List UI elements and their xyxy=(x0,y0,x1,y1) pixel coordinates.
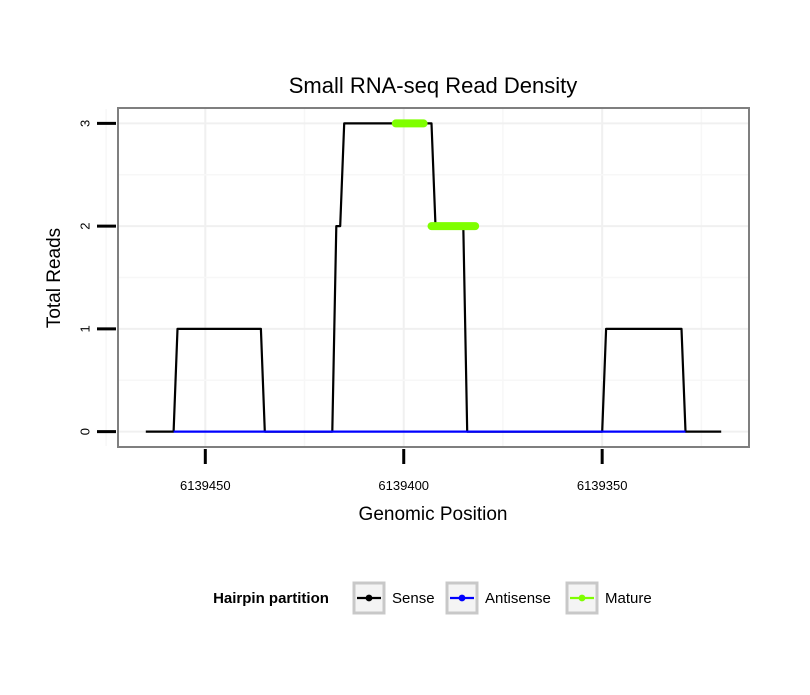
legend-label: Antisense xyxy=(485,590,551,607)
y-axis-label: Total Reads xyxy=(44,228,65,328)
legend-title: Hairpin partition xyxy=(213,590,329,607)
legend-key-point xyxy=(365,594,373,602)
y-tick-label: 1 xyxy=(77,325,92,332)
legend-key-point xyxy=(578,594,586,602)
y-tick-label: 3 xyxy=(77,120,92,127)
data-series xyxy=(145,119,722,433)
y-tick-label: 0 xyxy=(77,428,92,435)
axes: 6139450 6139400 6139350 0 1 2 3 xyxy=(77,120,627,493)
legend-label: Mature xyxy=(605,590,652,607)
x-axis-label: Genomic Position xyxy=(359,504,508,525)
x-tick-label: 6139450 xyxy=(180,478,231,493)
y-tick-label: 2 xyxy=(77,223,92,230)
x-tick-label: 6139350 xyxy=(577,478,628,493)
legend-label: Sense xyxy=(392,590,435,607)
legend-key-point xyxy=(458,594,466,602)
chart-title: Small RNA-seq Read Density xyxy=(289,73,578,98)
x-tick-label: 6139400 xyxy=(378,478,429,493)
legend: Hairpin partition Sense Antisense Mature xyxy=(213,581,652,615)
